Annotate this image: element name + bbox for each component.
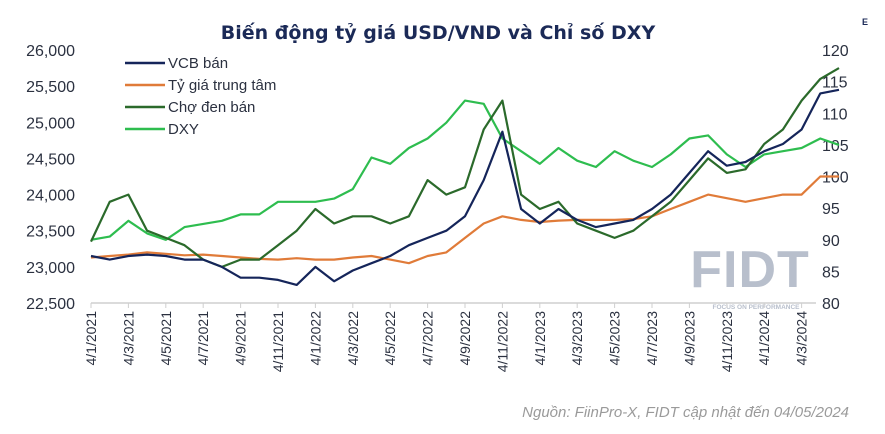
y-right-tick-label: 120	[822, 43, 849, 60]
x-tick-label: 4/3/2021	[120, 311, 136, 366]
y-left-tick-label: 25,000	[26, 115, 75, 132]
x-tick-label: 4/9/2021	[233, 311, 249, 366]
y-right-tick-label: 85	[822, 264, 840, 281]
x-tick-label: 4/1/2023	[532, 311, 548, 366]
x-tick-label: 4/5/2021	[158, 311, 174, 366]
y-left-tick-label: 23,500	[26, 224, 75, 241]
x-tick-label: 4/1/2022	[307, 311, 323, 366]
y-left-tick-label: 24,000	[26, 188, 75, 205]
legend-label: Chợ đen bán	[168, 99, 255, 116]
x-tick-label: 4/7/2022	[420, 311, 436, 366]
series-line-2	[90, 175, 839, 265]
logo-text: FIDT	[690, 241, 810, 299]
x-tick-label: 4/9/2022	[457, 311, 473, 366]
y-right-tick-label: 90	[822, 233, 840, 250]
legend-label: Tỷ giá trung tâm	[168, 77, 276, 94]
x-tick-label: 4/7/2021	[195, 311, 211, 366]
x-tick-label: 4/11/2023	[719, 311, 735, 372]
legend-label: VCB bán	[168, 55, 228, 72]
x-tick-label: 4/3/2022	[345, 311, 361, 366]
x-tick-label: 4/5/2023	[607, 311, 623, 366]
x-tick-label: 4/3/2023	[569, 311, 585, 366]
logo-tagline: FOCUS ON PERFORMANCE	[712, 304, 800, 311]
x-tick-label: 4/1/2021	[83, 311, 99, 366]
source-note: Nguồn: FiinPro-X, FIDT cập nhật đến 04/0…	[522, 404, 849, 421]
y-right-tick-label: 110	[822, 106, 848, 123]
x-tick-label: 4/3/2024	[794, 311, 810, 366]
chart-title: Biến động tỷ giá USD/VND và Chỉ số DXY	[221, 21, 656, 44]
x-tick-label: 4/11/2021	[270, 311, 286, 372]
y-right-tick-label: 95	[822, 201, 840, 218]
x-tick-label: 4/1/2024	[756, 311, 772, 366]
legend-label: DXY	[168, 121, 199, 138]
y-right-tick-label: 100	[822, 170, 849, 187]
series-line-4	[90, 99, 840, 241]
corner-mark: E	[862, 17, 868, 27]
y-right-tick-label: 115	[822, 75, 848, 92]
x-tick-label: 4/9/2023	[681, 311, 697, 366]
y-left-tick-label: 26,000	[26, 43, 75, 60]
y-left-tick-label: 25,500	[26, 79, 75, 96]
x-tick-label: 4/11/2022	[494, 311, 510, 372]
y-left-tick-label: 22,500	[26, 296, 75, 313]
x-tick-label: 4/7/2023	[644, 311, 660, 366]
series-line-1	[90, 88, 840, 286]
y-right-tick-label: 80	[822, 296, 840, 313]
y-left-tick-label: 23,000	[26, 260, 75, 277]
legend: VCB bán Tỷ giá trung tâm Chợ đen bán DXY	[125, 55, 276, 138]
x-tick-label: 4/5/2022	[382, 311, 398, 366]
y-left-tick-label: 24,500	[26, 151, 75, 168]
fidt-logo: FIDT FOCUS ON PERFORMANCE	[690, 241, 810, 311]
